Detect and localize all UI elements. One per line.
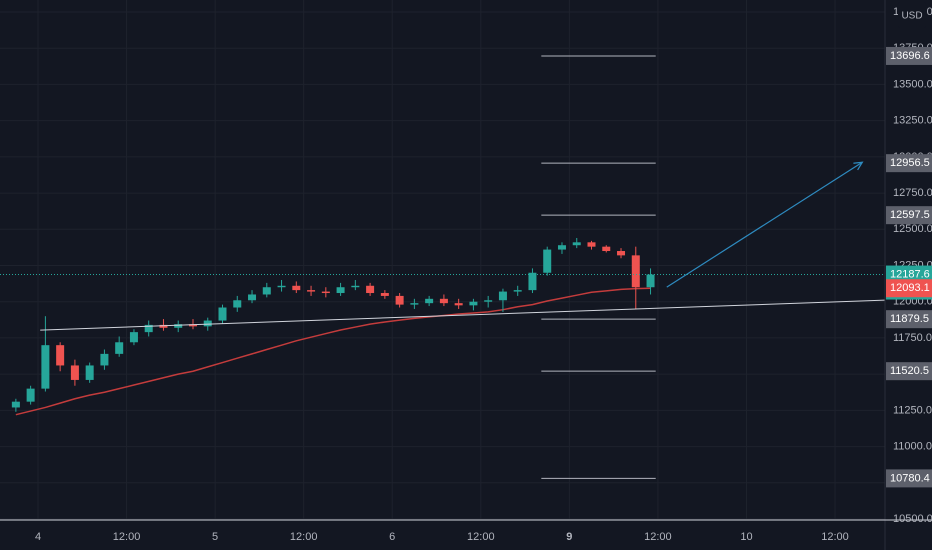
price-label: 12187.6 — [890, 268, 930, 280]
y-tick-label: 13500.0 — [893, 78, 932, 90]
candle-body — [631, 255, 640, 288]
x-tick-label: 6 — [389, 531, 395, 543]
candle-body — [26, 388, 35, 402]
x-tick-label: 12:00 — [467, 531, 495, 543]
candle-body — [115, 342, 124, 354]
price-label: 12093.1 — [890, 282, 930, 294]
price-label-box — [886, 279, 932, 298]
candle-body — [307, 290, 316, 292]
price-label-box — [886, 265, 932, 284]
candle-body — [218, 307, 227, 321]
candle-body — [203, 320, 212, 327]
candle-body — [513, 290, 522, 292]
price-label-box — [886, 206, 932, 225]
x-tick-label: 12:00 — [821, 531, 849, 543]
candle-body — [366, 285, 375, 294]
candle-body — [277, 285, 286, 288]
price-label-box — [886, 469, 932, 488]
x-tick-label: 9 — [566, 531, 572, 543]
candle-body — [248, 294, 257, 301]
candle-body — [100, 353, 109, 366]
currency-box — [898, 2, 926, 28]
candle-body — [144, 324, 153, 333]
candle-body — [557, 245, 566, 250]
arrow-head — [853, 161, 864, 171]
price-label-box — [886, 154, 932, 173]
candle-body — [11, 401, 20, 408]
price-label: 13696.6 — [890, 50, 930, 62]
candle-body — [85, 365, 94, 380]
candle-body — [174, 324, 183, 328]
x-tick-label: 4 — [35, 531, 41, 543]
candle-body — [233, 300, 242, 308]
currency: USD — [901, 11, 922, 22]
y-tick-label: 13250.0 — [893, 115, 932, 127]
arrow — [666, 161, 863, 288]
candle-body — [41, 345, 50, 389]
y-tick-label: 11000.0 — [893, 440, 932, 452]
price-label-box — [886, 362, 932, 381]
candle-body — [572, 242, 581, 246]
y-tick-label: 11750.0 — [893, 332, 932, 344]
candle-body — [439, 298, 448, 304]
candle-body — [129, 332, 138, 343]
candle-body — [587, 242, 596, 247]
x-tick-label: 5 — [212, 531, 218, 543]
candle-body — [425, 298, 434, 304]
x-tick-label: 12:00 — [644, 531, 672, 543]
y-tick-label: 11250.0 — [893, 404, 932, 416]
candle-body — [528, 272, 537, 291]
price-label: 10780.4 — [890, 472, 930, 484]
x-tick-label: 12:00 — [113, 531, 141, 543]
candle-body — [159, 324, 168, 328]
trendline — [40, 299, 886, 331]
candle-body — [410, 303, 419, 305]
candle-body — [188, 324, 197, 327]
price-label: 12956.5 — [890, 157, 930, 169]
x-tick-label: 10 — [740, 531, 752, 543]
candle-body — [484, 300, 493, 302]
candle-body — [336, 287, 345, 294]
candle-body — [646, 274, 655, 288]
candle-body — [469, 301, 478, 306]
candle-body — [395, 295, 404, 305]
y-tick-label: 12500.0 — [893, 223, 932, 235]
y-tick-label: 12750.0 — [893, 187, 932, 199]
y-tick-label: 10500.0 — [893, 513, 932, 525]
moving-average — [15, 287, 651, 416]
price-label-box — [886, 310, 932, 329]
candle-body — [498, 291, 507, 301]
candle-body — [380, 293, 389, 296]
price-label-box — [886, 46, 932, 65]
price-label: 12597.5 — [890, 209, 930, 221]
candle-body — [543, 249, 552, 273]
candle-body — [70, 365, 79, 380]
candle-body — [56, 345, 65, 366]
candle-body — [351, 285, 360, 288]
candle-body — [602, 246, 611, 252]
candle-body — [262, 287, 271, 295]
candle-body — [321, 291, 330, 294]
candle-body — [617, 251, 626, 256]
candle-body — [292, 285, 301, 291]
candle-body — [454, 303, 463, 306]
price-label: 11879.5 — [890, 313, 929, 325]
x-tick-label: 12:00 — [290, 531, 318, 543]
price-label: 11520.5 — [890, 365, 929, 377]
